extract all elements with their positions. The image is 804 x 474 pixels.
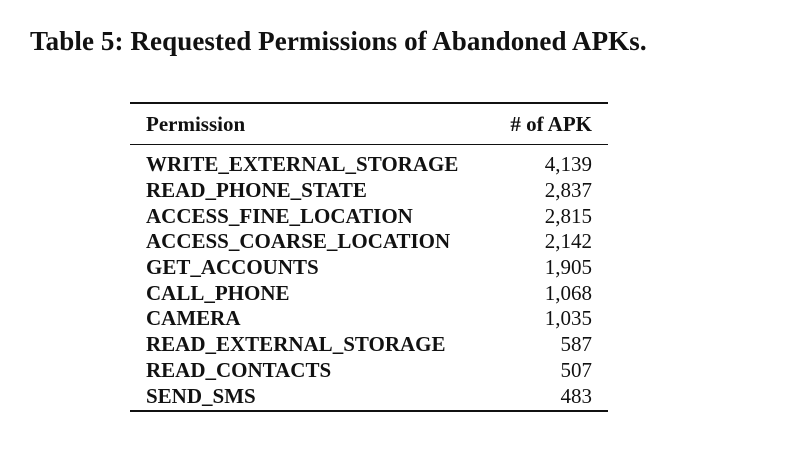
table-row: CAMERA 1,035 <box>130 306 608 332</box>
permissions-table: Permission # of APK WRITE_EXTERNAL_STORA… <box>130 102 608 412</box>
table-row: GET_ACCOUNTS 1,905 <box>130 255 608 281</box>
table-top-rule <box>130 102 608 104</box>
count-cell: 483 <box>560 383 593 408</box>
table-row: READ_EXTERNAL_STORAGE 587 <box>130 332 608 358</box>
table-header-row: Permission # of APK <box>130 104 608 144</box>
count-cell: 1,035 <box>544 306 592 331</box>
table-row: ACCESS_FINE_LOCATION 2,815 <box>130 203 608 229</box>
permission-cell: READ_CONTACTS <box>146 357 332 382</box>
permission-cell: ACCESS_COARSE_LOCATION <box>146 229 451 254</box>
count-cell: 1,068 <box>544 280 592 305</box>
table-caption: Table 5: Requested Permissions of Abando… <box>30 26 647 56</box>
table-row: ACCESS_COARSE_LOCATION 2,142 <box>130 229 608 255</box>
count-cell: 1,905 <box>544 255 592 280</box>
count-cell: 4,139 <box>544 152 592 177</box>
permission-cell: CAMERA <box>146 306 241 331</box>
permission-cell: READ_EXTERNAL_STORAGE <box>146 332 446 357</box>
permission-cell: READ_PHONE_STATE <box>146 178 367 203</box>
permission-cell: ACCESS_FINE_LOCATION <box>146 203 413 228</box>
table-row: SEND_SMS 483 <box>130 383 608 409</box>
table-row: WRITE_EXTERNAL_STORAGE 4,139 <box>130 152 608 178</box>
table-header-rule <box>130 144 608 145</box>
count-cell: 2,837 <box>544 178 592 203</box>
count-cell: 2,815 <box>544 203 592 228</box>
permission-cell: SEND_SMS <box>146 383 256 408</box>
table-row: READ_CONTACTS 507 <box>130 358 608 384</box>
header-count: # of APK <box>510 111 592 136</box>
permission-cell: GET_ACCOUNTS <box>146 255 319 280</box>
permission-cell: WRITE_EXTERNAL_STORAGE <box>146 152 459 177</box>
table-body: WRITE_EXTERNAL_STORAGE 4,139 READ_PHONE_… <box>130 145 608 410</box>
count-cell: 2,142 <box>544 229 592 254</box>
header-permission: Permission <box>146 111 246 136</box>
count-cell: 507 <box>560 357 593 382</box>
table-row: CALL_PHONE 1,068 <box>130 280 608 306</box>
table-bottom-rule <box>130 409 608 412</box>
table-row: READ_PHONE_STATE 2,837 <box>130 178 608 204</box>
count-cell: 587 <box>560 332 593 357</box>
permission-cell: CALL_PHONE <box>146 280 290 305</box>
